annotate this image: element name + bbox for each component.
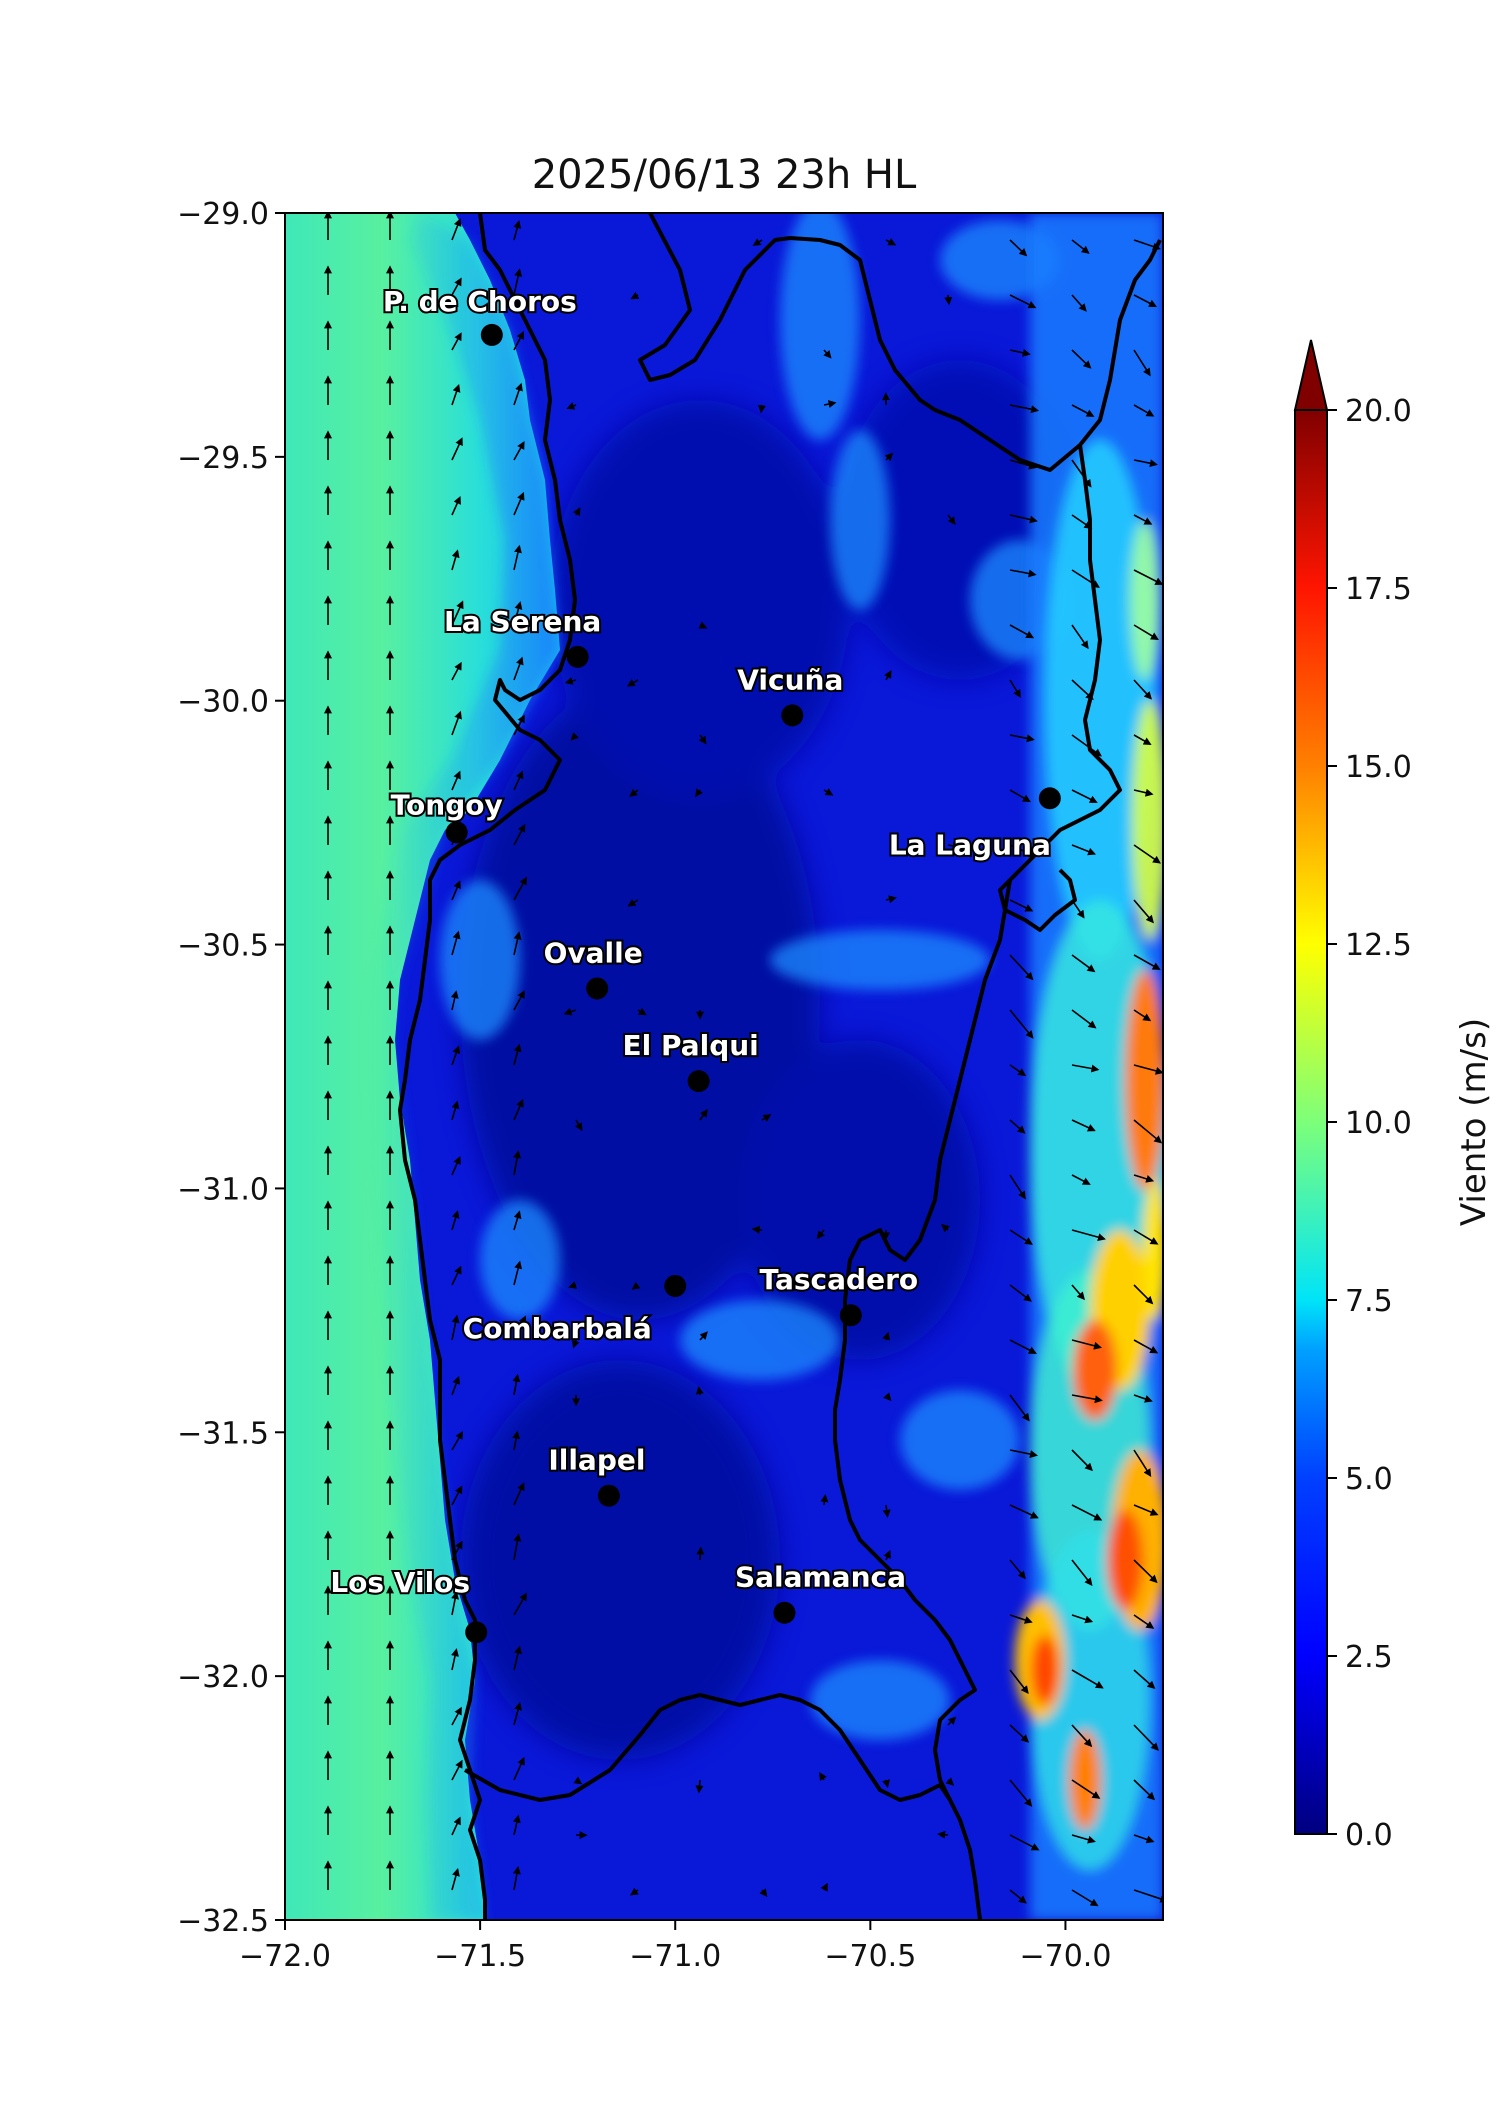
city-marker	[781, 704, 803, 726]
x-tick-label: −71.0	[629, 1939, 721, 1974]
city-label: El Palqui	[622, 1029, 758, 1062]
wind-arrow	[753, 1229, 762, 1230]
colorbar-tick-label: 20.0	[1345, 394, 1412, 429]
y-tick-label: −30.5	[177, 929, 269, 964]
colorbar-tick-label: 0.0	[1345, 1818, 1393, 1853]
city-marker	[586, 977, 608, 999]
colorbar-label: Viento (m/s)	[1454, 1018, 1494, 1226]
city-marker	[664, 1275, 686, 1297]
city-label: Illapel	[548, 1444, 645, 1477]
y-tick-label: −31.5	[177, 1416, 269, 1451]
city-label: La Serena	[444, 605, 601, 638]
y-tick-label: −29.5	[177, 441, 269, 476]
y-tick-label: −31.0	[177, 1172, 269, 1207]
city-marker	[567, 646, 589, 668]
wind-arrow	[699, 1780, 700, 1792]
city-label: Vicuña	[737, 663, 843, 696]
wind-speed-field: P. de Choros La Serena Vicuña Tongoy La Lagu…	[285, 200, 1170, 1920]
colorbar-tick-label: 15.0	[1345, 750, 1412, 785]
y-axis: −29.0 −29.5 −30.0 −30.5 −31.0 −31.5 −32.0 −32.5	[177, 197, 285, 1939]
colorbar-ticks: 0.0 2.5 5.0 7.5 10.0 12.5 15.0 17.5 20.0	[1327, 394, 1412, 1853]
colorbar-tick-label: 17.5	[1345, 572, 1412, 607]
city-marker	[840, 1304, 862, 1326]
city-label: Tongoy	[391, 788, 503, 821]
x-tick-label: −70.5	[824, 1939, 916, 1974]
y-tick-label: −32.5	[177, 1904, 269, 1939]
city-label: Ovalle	[544, 936, 643, 969]
city-marker	[598, 1485, 620, 1507]
colorbar-extend-arrow	[1295, 340, 1327, 410]
city-marker	[481, 324, 503, 346]
x-tick-label: −72.0	[239, 1939, 331, 1974]
city-label: Tascadero	[760, 1263, 919, 1296]
wind-arrow	[761, 405, 762, 412]
y-tick-label: −32.0	[177, 1660, 269, 1695]
colorbar-gradient	[1295, 410, 1327, 1834]
colorbar-tick-label: 10.0	[1345, 1106, 1412, 1141]
wind-arrow	[939, 1834, 948, 1835]
city-marker	[1039, 787, 1061, 809]
y-tick-label: −29.0	[177, 197, 269, 232]
city-label: Salamanca	[735, 1561, 906, 1594]
x-axis: −72.0 −71.5 −71.0 −70.5 −70.0	[239, 1920, 1111, 1974]
x-tick-label: −70.0	[1019, 1939, 1111, 1974]
wind-arrow	[700, 1548, 701, 1560]
city-label: Los Vilos	[330, 1566, 470, 1599]
colorbar: 0.0 2.5 5.0 7.5 10.0 12.5 15.0 17.5 20.0 Viento …	[1295, 340, 1494, 1853]
city-marker	[446, 821, 468, 843]
city-label: La Laguna	[889, 828, 1051, 861]
wind-arrow	[948, 295, 949, 304]
y-tick-label: −30.0	[177, 685, 269, 720]
city-marker	[688, 1070, 710, 1092]
map-title: 2025/06/13 23h HL	[532, 152, 917, 198]
city-marker	[773, 1602, 795, 1624]
city-label: Combarbalá	[463, 1312, 652, 1345]
x-tick-label: −71.5	[434, 1939, 526, 1974]
colorbar-tick-label: 12.5	[1345, 928, 1412, 963]
city-label: P. de Choros	[383, 285, 577, 318]
colorbar-tick-label: 7.5	[1345, 1284, 1393, 1319]
colorbar-tick-label: 2.5	[1345, 1640, 1393, 1675]
city-marker	[465, 1621, 487, 1643]
colorbar-tick-label: 5.0	[1345, 1462, 1393, 1497]
